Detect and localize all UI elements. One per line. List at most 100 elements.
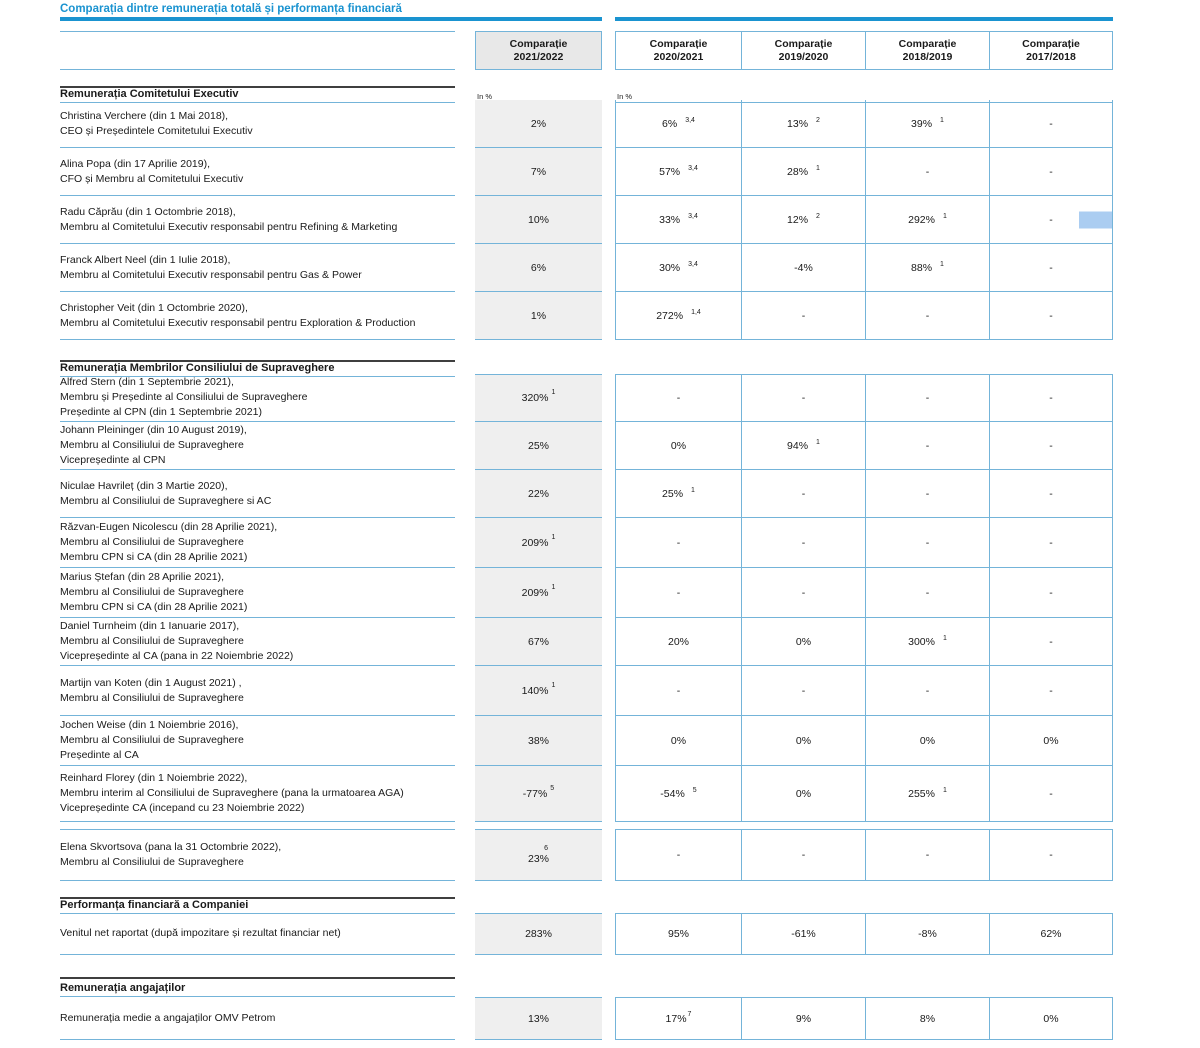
row-label-line: Membru al Comitetului Executiv responsab…: [60, 268, 362, 281]
value-text: 0%: [795, 787, 812, 800]
value-cell: -4%: [741, 244, 865, 292]
value-cell: 25% 1: [615, 470, 741, 518]
cell-value: -: [1049, 118, 1053, 130]
value-text: 0%: [1043, 1012, 1059, 1025]
cell-value: 33% 3,4: [659, 213, 698, 226]
cell-value: -: [1049, 685, 1053, 697]
value-text: -: [1049, 849, 1053, 861]
cell-value: -: [1049, 537, 1053, 549]
value-cell: 20%: [615, 618, 741, 666]
table-section: Remunerația angajaților Remunerația medie…: [60, 977, 1113, 1040]
cell-value: 67%: [528, 636, 549, 648]
cell-value: 0%: [671, 735, 686, 747]
value-text: 67%: [527, 635, 549, 648]
value-text: 0%: [919, 734, 936, 747]
value-text: 23%: [527, 853, 549, 865]
title-rule-left: [60, 17, 602, 21]
cell-value: -: [677, 392, 681, 404]
row-label-line: Jochen Weise (din 1 Noiembrie 2016),: [60, 719, 239, 731]
value-cell: 255% 1: [865, 766, 989, 822]
value-text: -4%: [794, 261, 813, 274]
value-text: 22%: [527, 487, 549, 500]
row-label: Reinhard Florey (din 1 Noiembrie 2022), M…: [60, 766, 455, 822]
row-label-line: Membru al Consiliului de Supraveghere: [60, 635, 244, 647]
cell-value: 292% 1: [908, 213, 947, 226]
cell-value: -: [677, 685, 681, 697]
value-text: 292%: [908, 213, 935, 226]
value-cell: 209% 1: [475, 518, 602, 568]
value-text: 283%: [525, 928, 552, 940]
value-cell: -54% 5: [615, 766, 741, 822]
cell-value: 209% 1: [522, 584, 556, 599]
value-cell: -: [989, 518, 1113, 568]
value-cell: -: [989, 829, 1113, 881]
column-gap: [455, 716, 475, 766]
cell-value: -: [802, 587, 806, 599]
value-text: -: [1049, 635, 1053, 648]
column-gap: [602, 829, 615, 881]
value-text: 28%: [787, 165, 809, 178]
column-header-2017-2018: Comparație 2017/2018: [989, 31, 1113, 70]
cell-value: 2%: [531, 118, 546, 130]
column-gap: [455, 470, 475, 518]
value-cell: -: [741, 374, 865, 422]
value-cell: -: [615, 829, 741, 881]
cell-value: -: [926, 685, 930, 697]
cell-value: -54% 5: [660, 787, 696, 800]
cell-value: 283%: [525, 928, 552, 940]
unit-label: In %: [615, 86, 1113, 103]
table-row: Reinhard Florey (din 1 Noiembrie 2022), M…: [60, 766, 1113, 822]
cell-value: 8%: [920, 1013, 935, 1025]
footnote-superscript: 1: [942, 786, 947, 794]
value-cell: 300% 1: [865, 618, 989, 666]
value-text: -: [1049, 439, 1053, 452]
column-gap: [602, 568, 615, 618]
value-text: 88%: [911, 261, 933, 274]
value-text: -: [801, 849, 806, 861]
section-heading: Remunerația angajaților: [60, 977, 455, 997]
value-text: 39%: [911, 117, 933, 130]
row-label-line: Membru al Consiliului de Supraveghere si…: [60, 494, 272, 507]
cell-value: 7%: [531, 166, 546, 178]
value-text: -: [925, 586, 930, 599]
cell-value: 0%: [796, 735, 811, 747]
value-cell: -: [865, 292, 989, 340]
value-text: 320%: [521, 392, 549, 404]
column-gap: [455, 196, 475, 244]
cell-value: 272% 1,4: [656, 309, 701, 322]
header-label-cell: [60, 31, 455, 70]
column-gap: [455, 31, 475, 70]
row-label-line: Membru al Consiliului de Supraveghere: [60, 734, 244, 746]
row-label-line: Membru al Consiliului de Supraveghere: [60, 586, 244, 598]
value-cell: 88% 1: [865, 244, 989, 292]
value-cell: 39% 1: [865, 100, 989, 148]
value-cell: -: [741, 518, 865, 568]
row-label-line: Reinhard Florey (din 1 Noiembrie 2022),: [60, 772, 248, 784]
value-text: 0%: [670, 734, 687, 747]
row-label: Marius Ștefan (din 28 Aprilie 2021), Memb…: [60, 568, 455, 618]
column-header-2018-2019: Comparație 2018/2019: [865, 31, 989, 70]
cell-value: 25%: [528, 440, 549, 452]
row-label-line: Membru al Consiliului de Supraveghere: [60, 691, 244, 704]
row-label-line: CFO și Membru al Comitetului Executiv: [60, 172, 244, 185]
column-gap: [602, 470, 615, 518]
cell-value: 255% 1: [908, 786, 947, 800]
footnote-superscript: 1: [942, 634, 947, 642]
cell-value: 30% 3,4: [659, 261, 698, 274]
table-body: Remunerația Comitetului Executiv In % In %…: [60, 86, 1113, 1040]
cell-value: -: [802, 310, 806, 322]
column-gap: [602, 716, 615, 766]
value-text: -: [1049, 586, 1053, 599]
value-text: 20%: [667, 635, 689, 648]
value-cell: 0%: [741, 716, 865, 766]
row-label-line: Președinte al CPN (din 1 Septembrie 2021…: [60, 406, 262, 418]
cell-value: 62%: [1040, 928, 1061, 940]
value-cell: -: [865, 422, 989, 470]
row-label: Johann Pleininger (din 10 August 2019), M…: [60, 422, 455, 470]
value-text: -8%: [918, 928, 937, 940]
value-text: -: [676, 392, 681, 404]
value-cell: 13% 2: [741, 100, 865, 148]
section-heading: Performanța financiară a Companiei: [60, 897, 455, 914]
row-label-line: Vicepreședinte al CA (pana in 22 Noiembr…: [60, 650, 294, 662]
footnote-superscript: 1: [940, 116, 944, 124]
